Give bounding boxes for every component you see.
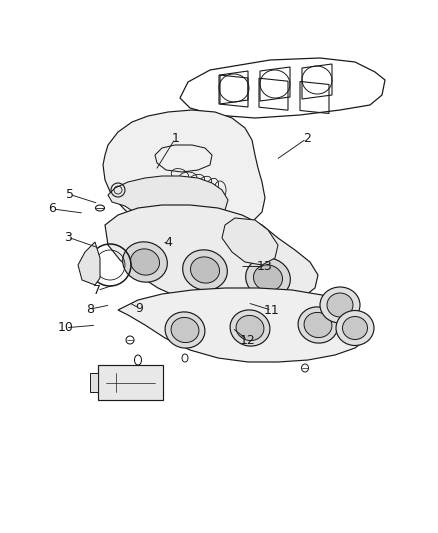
Ellipse shape [131,249,159,275]
Ellipse shape [183,250,227,290]
Text: 6: 6 [49,203,57,215]
Polygon shape [90,373,98,392]
Polygon shape [105,205,318,308]
Polygon shape [78,242,100,285]
Polygon shape [118,288,370,362]
Ellipse shape [123,242,167,282]
Text: 12: 12 [240,334,255,346]
Text: 8: 8 [86,303,94,316]
Text: 4: 4 [165,236,173,249]
Ellipse shape [171,318,199,343]
Text: 13: 13 [257,260,273,273]
Ellipse shape [165,312,205,348]
Ellipse shape [230,310,270,346]
Ellipse shape [254,265,283,291]
Polygon shape [108,176,228,225]
Text: 5: 5 [66,188,74,201]
Ellipse shape [320,287,360,323]
Polygon shape [222,218,278,265]
Text: 10: 10 [58,321,74,334]
Ellipse shape [298,307,338,343]
Ellipse shape [327,293,353,317]
Text: 7: 7 [93,284,101,297]
Ellipse shape [246,258,290,298]
Ellipse shape [343,317,367,340]
FancyBboxPatch shape [98,365,163,400]
Ellipse shape [191,257,219,283]
Polygon shape [103,110,265,234]
Text: 3: 3 [64,231,72,244]
Text: 2: 2 [303,132,311,145]
Ellipse shape [336,311,374,345]
Ellipse shape [304,312,332,337]
Text: 9: 9 [135,302,143,314]
Text: 11: 11 [264,304,279,317]
Ellipse shape [236,316,264,341]
Text: 1: 1 [171,132,179,145]
